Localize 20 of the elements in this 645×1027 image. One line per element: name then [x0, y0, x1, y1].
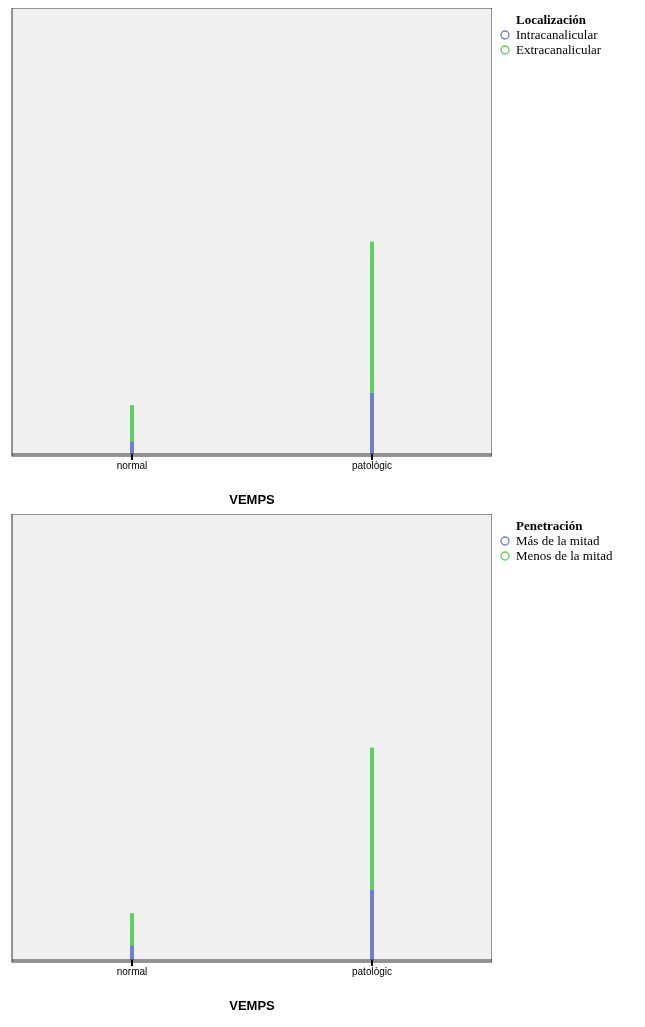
x-tick-label: normal	[116, 966, 148, 978]
bar	[370, 747, 374, 890]
x-tick-label: normal	[116, 460, 148, 472]
bar	[370, 889, 374, 960]
bar	[130, 405, 134, 442]
bar	[130, 913, 134, 946]
bar	[370, 392, 374, 454]
legend-title: Penetración	[515, 518, 584, 533]
legend-label: Intracanalicular	[516, 27, 598, 42]
bar	[370, 241, 374, 393]
legend-label: Más de la mitad	[516, 533, 600, 548]
x-axis-title: VEMPS	[229, 998, 276, 1013]
x-axis-title: VEMPS	[229, 492, 276, 507]
legend-label: Menos de la mitad	[516, 548, 613, 563]
bar	[130, 441, 134, 454]
x-tick-label: patològic	[351, 460, 393, 472]
bar	[130, 945, 134, 960]
legend-title: Localización	[515, 12, 588, 27]
legend-label: Extracanalicular	[516, 42, 602, 57]
x-tick-label: patològic	[351, 966, 393, 978]
